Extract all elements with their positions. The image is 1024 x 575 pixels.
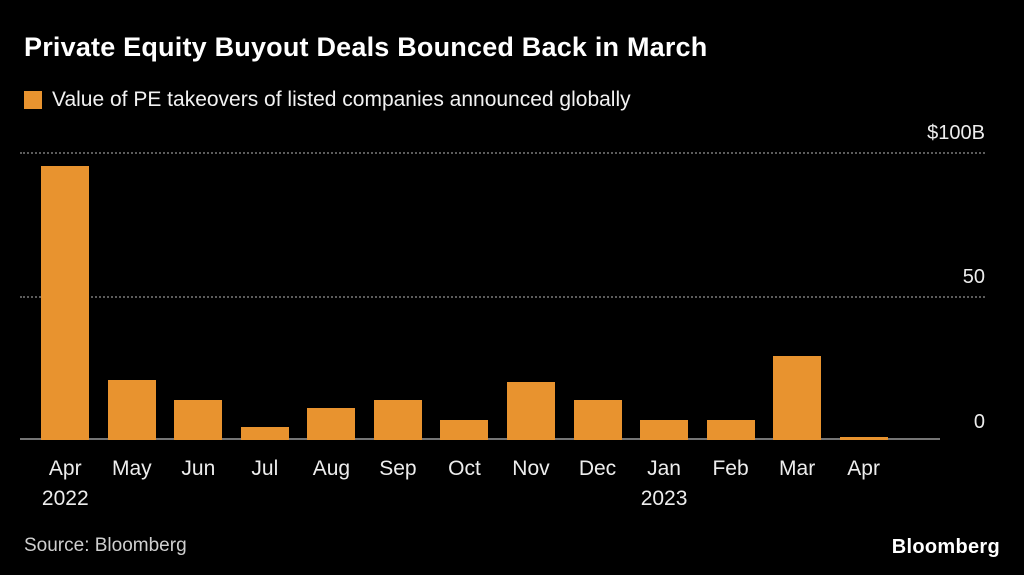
- x-label-sep-5: Sep: [379, 457, 417, 480]
- x-label-may-1: May: [111, 457, 152, 480]
- bar-may-1: [107, 379, 156, 440]
- gridline-100: [20, 152, 985, 154]
- bar-slot: [365, 152, 432, 440]
- legend: Value of PE takeovers of listed companie…: [24, 88, 631, 112]
- x-label-feb-10: Feb: [712, 457, 749, 480]
- x-label-apr-12: Apr: [847, 457, 880, 480]
- bar-slot: [32, 152, 99, 440]
- bar-slot: [697, 152, 764, 440]
- bar-feb-10: [706, 419, 755, 440]
- x-axis-labels: Apr 2022 May Jun Jul Aug Sep Oct Nov Dec Jan 2023 Fe…: [32, 454, 897, 515]
- bar-slot: [232, 152, 299, 440]
- bar-sep-5: [373, 399, 422, 440]
- bar-mar-11: [773, 356, 822, 440]
- x-label-jan-9: Jan 2023: [640, 457, 688, 511]
- x-label-aug-4: Aug: [312, 457, 351, 480]
- bar-slot: [564, 152, 631, 440]
- legend-label: Value of PE takeovers of listed companie…: [52, 88, 631, 111]
- y-tick-0: 0: [973, 411, 985, 433]
- gridline-50: [20, 296, 985, 298]
- bar-oct-6: [440, 419, 489, 440]
- x-label-jul-3: Jul: [251, 457, 279, 480]
- chart-title: Private Equity Buyout Deals Bounced Back…: [24, 32, 708, 62]
- bar-slot: [431, 152, 498, 440]
- bar-nov-7: [506, 382, 555, 440]
- bar-dec-8: [573, 399, 622, 440]
- bar-slot: [298, 152, 365, 440]
- x-label-apr-0: Apr 2022: [41, 457, 89, 511]
- bar-jul-3: [240, 427, 289, 440]
- bar-aug-4: [307, 408, 356, 440]
- bar-apr-0: [41, 166, 90, 440]
- bloomberg-logo: Bloomberg: [891, 536, 1000, 558]
- y-tick-100: $100B: [927, 122, 985, 144]
- x-label-jun-2: Jun: [181, 457, 216, 480]
- bar-slot: [165, 152, 232, 440]
- plot-area: $100B 50 0 Apr 2022 May Jun Jul Aug Sep Oct Nov D…: [20, 122, 985, 510]
- bar-slot: [764, 152, 831, 440]
- source-credit: Source: Bloomberg: [24, 535, 187, 556]
- bar-slot: [830, 152, 897, 440]
- bar-jan-9: [640, 419, 689, 440]
- y-tick-50: 50: [962, 266, 985, 288]
- bar-slot: [99, 152, 166, 440]
- bar-slot: [631, 152, 698, 440]
- x-label-mar-11: Mar: [779, 457, 816, 480]
- x-label-dec-8: Dec: [578, 457, 617, 480]
- x-label-oct-6: Oct: [448, 457, 481, 480]
- bar-apr-12: [839, 437, 888, 440]
- bar-slot: [498, 152, 565, 440]
- bars-container: [32, 152, 897, 440]
- legend-swatch-icon: [24, 91, 42, 109]
- x-label-nov-7: Nov: [512, 457, 550, 480]
- bar-jun-2: [174, 399, 223, 440]
